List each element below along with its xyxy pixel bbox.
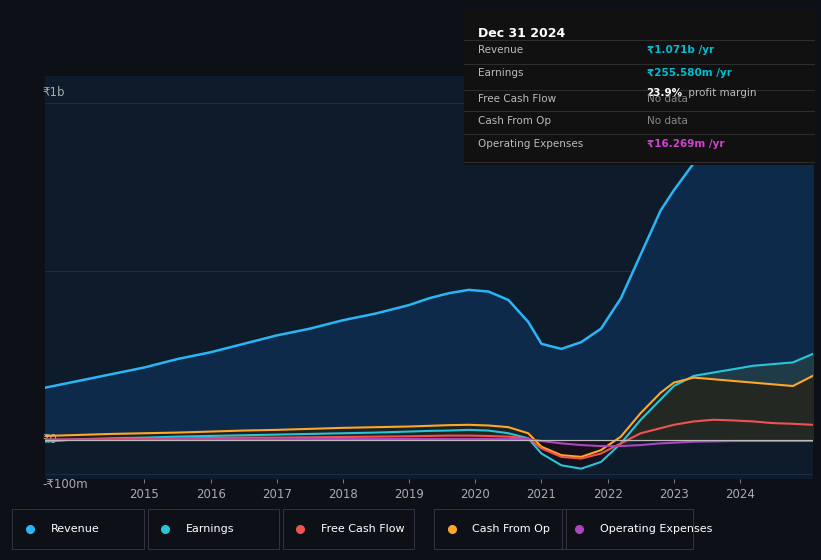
Text: Earnings: Earnings — [478, 68, 524, 78]
Text: Cash From Op: Cash From Op — [478, 116, 551, 126]
Text: Operating Expenses: Operating Expenses — [478, 139, 583, 149]
Text: Operating Expenses: Operating Expenses — [600, 524, 713, 534]
Text: ₹1.071b /yr: ₹1.071b /yr — [647, 45, 713, 55]
Text: profit margin: profit margin — [686, 88, 757, 98]
Text: No data: No data — [647, 95, 687, 104]
Text: Cash From Op: Cash From Op — [473, 524, 550, 534]
Text: Free Cash Flow: Free Cash Flow — [478, 95, 556, 104]
Text: No data: No data — [647, 116, 687, 126]
Text: ₹0: ₹0 — [43, 433, 57, 446]
Text: ₹1b: ₹1b — [43, 86, 66, 99]
Text: ₹16.269m /yr: ₹16.269m /yr — [647, 139, 724, 149]
Text: -₹100m: -₹100m — [43, 478, 89, 491]
Text: Revenue: Revenue — [478, 45, 523, 55]
Text: Revenue: Revenue — [50, 524, 99, 534]
Text: Earnings: Earnings — [186, 524, 234, 534]
Text: 23.9%: 23.9% — [647, 88, 683, 98]
Text: ₹255.580m /yr: ₹255.580m /yr — [647, 68, 732, 78]
Text: Dec 31 2024: Dec 31 2024 — [478, 27, 565, 40]
Text: Free Cash Flow: Free Cash Flow — [321, 524, 405, 534]
